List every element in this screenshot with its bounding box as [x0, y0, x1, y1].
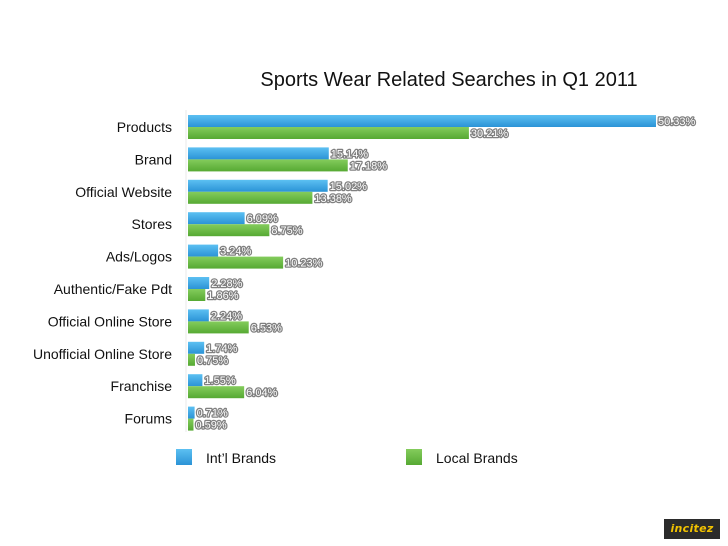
bar-intl-brands: [188, 115, 656, 127]
bar-local-brands: [188, 159, 348, 172]
data-label: 15.14%: [331, 148, 369, 160]
data-label: 6.53%: [251, 322, 282, 334]
legend-swatch-local-brands: [406, 449, 422, 465]
bar-intl-brands: [188, 374, 203, 387]
data-label: 6.09%: [247, 213, 278, 225]
bars-group: [188, 115, 656, 431]
bar-intl-brands: [188, 212, 245, 225]
legend-label-local-brands: Local Brands: [436, 450, 518, 466]
bar-local-brands: [188, 386, 245, 399]
bar-intl-brands: [188, 147, 329, 160]
data-label: 6.04%: [246, 387, 277, 399]
data-label: 1.74%: [206, 343, 237, 355]
category-label: Official Online Store: [48, 313, 172, 329]
category-label: Ads/Logos: [106, 249, 172, 265]
legend: Int’l Brands Local Brands: [176, 449, 518, 466]
chart-title: Sports Wear Related Searches in Q1 2011: [260, 69, 637, 91]
data-label: 50.33%: [658, 116, 696, 128]
data-label: 10.23%: [285, 258, 323, 270]
data-label: 30.21%: [471, 128, 509, 140]
bar-local-brands: [188, 289, 206, 301]
legend-swatch-intl-brands: [176, 449, 192, 465]
data-label: 13.38%: [314, 193, 352, 205]
bar-intl-brands: [188, 277, 210, 289]
data-label: 17.18%: [350, 160, 388, 172]
category-labels-group: Products Brand Official Website Stores Ads/L…: [33, 119, 172, 427]
value-labels-group: 50.33% 30.21% 15.14%17.18% 15.02%13.38% 6.09…: [194, 115, 697, 433]
category-label: Stores: [132, 216, 172, 232]
data-label: 3.24%: [220, 246, 251, 258]
data-label: 0.59%: [195, 420, 226, 432]
bar-intl-brands: [188, 406, 195, 419]
data-label: 15.02%: [330, 181, 368, 193]
bar-local-brands: [188, 321, 249, 334]
legend-label-intl-brands: Int’l Brands: [206, 450, 276, 466]
data-label: 8.75%: [271, 225, 302, 237]
bar-local-brands: [188, 353, 195, 366]
data-label: 0.71%: [197, 408, 228, 420]
data-label: 2.24%: [211, 310, 242, 322]
bar-local-brands: [188, 127, 469, 139]
category-label: Authentic/Fake Pdt: [54, 281, 172, 297]
data-label: 2.28%: [211, 278, 242, 290]
bar-intl-brands: [188, 244, 219, 257]
data-label: 1.55%: [204, 375, 235, 387]
bar-local-brands: [188, 224, 270, 237]
data-label: 1.86%: [207, 290, 238, 302]
category-label: Unofficial Online Store: [33, 346, 172, 362]
category-label: Official Website: [75, 184, 172, 200]
category-label: Brand: [135, 151, 172, 167]
category-label: Products: [117, 119, 172, 135]
brand-logo: incitez: [664, 519, 720, 539]
bar-intl-brands: [188, 309, 209, 322]
bar-intl-brands: [188, 179, 328, 192]
bar-intl-brands: [188, 341, 205, 354]
bar-local-brands: [188, 191, 313, 204]
bar-local-brands: [188, 256, 284, 269]
data-label: 0.75%: [197, 355, 228, 367]
category-label: Franchise: [111, 378, 173, 394]
bar-local-brands: [188, 418, 194, 431]
category-label: Forums: [125, 411, 172, 427]
